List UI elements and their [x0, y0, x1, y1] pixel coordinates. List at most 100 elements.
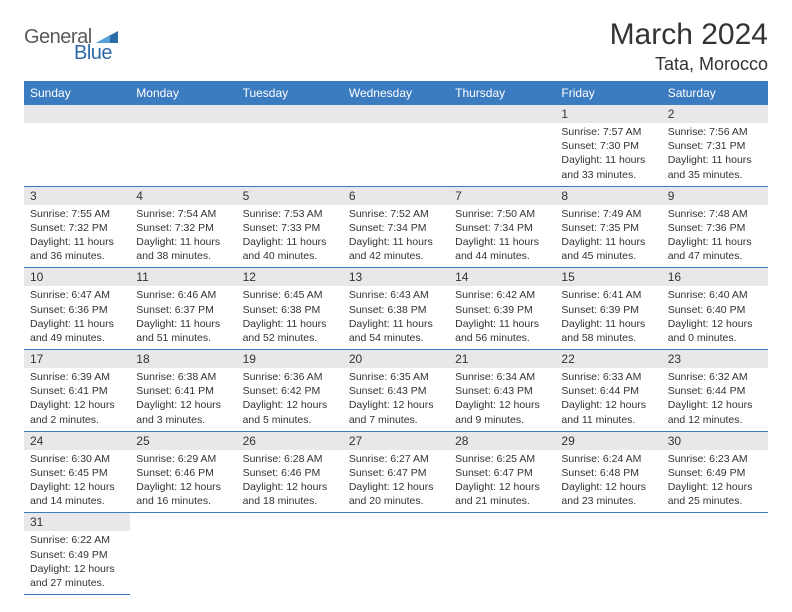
daylight-text: and 52 minutes. — [243, 331, 337, 345]
sunrise-text: Sunrise: 7:54 AM — [136, 207, 230, 221]
daylight-text: Daylight: 11 hours — [349, 235, 443, 249]
daylight-text: and 51 minutes. — [136, 331, 230, 345]
sunset-text: Sunset: 6:36 PM — [30, 303, 124, 317]
daylight-text: and 3 minutes. — [136, 413, 230, 427]
weekday-header: Wednesday — [343, 81, 449, 105]
calendar-cell: 9Sunrise: 7:48 AMSunset: 7:36 PMDaylight… — [662, 186, 768, 268]
day-number: 18 — [130, 350, 236, 368]
day-number: 7 — [449, 187, 555, 205]
day-number: 21 — [449, 350, 555, 368]
sunset-text: Sunset: 6:45 PM — [30, 466, 124, 480]
calendar-cell: 8Sunrise: 7:49 AMSunset: 7:35 PMDaylight… — [555, 186, 661, 268]
calendar-week-row: 24Sunrise: 6:30 AMSunset: 6:45 PMDayligh… — [24, 431, 768, 513]
sunset-text: Sunset: 6:41 PM — [30, 384, 124, 398]
calendar-cell: 21Sunrise: 6:34 AMSunset: 6:43 PMDayligh… — [449, 350, 555, 432]
day-number: 30 — [662, 432, 768, 450]
calendar-cell: 22Sunrise: 6:33 AMSunset: 6:44 PMDayligh… — [555, 350, 661, 432]
calendar-cell: 24Sunrise: 6:30 AMSunset: 6:45 PMDayligh… — [24, 431, 130, 513]
calendar-cell: 1Sunrise: 7:57 AMSunset: 7:30 PMDaylight… — [555, 105, 661, 186]
calendar-cell: 7Sunrise: 7:50 AMSunset: 7:34 PMDaylight… — [449, 186, 555, 268]
empty-day-data — [449, 123, 555, 186]
empty-day-data — [24, 123, 130, 186]
calendar-cell — [237, 513, 343, 595]
sunrise-text: Sunrise: 7:52 AM — [349, 207, 443, 221]
sunrise-text: Sunrise: 6:36 AM — [243, 370, 337, 384]
sunrise-text: Sunrise: 6:25 AM — [455, 452, 549, 466]
sunset-text: Sunset: 6:42 PM — [243, 384, 337, 398]
day-data: Sunrise: 6:45 AMSunset: 6:38 PMDaylight:… — [237, 286, 343, 349]
sunset-text: Sunset: 6:46 PM — [136, 466, 230, 480]
sunset-text: Sunset: 7:33 PM — [243, 221, 337, 235]
calendar-cell: 14Sunrise: 6:42 AMSunset: 6:39 PMDayligh… — [449, 268, 555, 350]
sunrise-text: Sunrise: 6:45 AM — [243, 288, 337, 302]
location: Tata, Morocco — [610, 54, 768, 75]
daylight-text: and 9 minutes. — [455, 413, 549, 427]
header: General Blue March 2024 Tata, Morocco — [24, 18, 768, 75]
daylight-text: and 14 minutes. — [30, 494, 124, 508]
daylight-text: Daylight: 11 hours — [243, 235, 337, 249]
daylight-text: and 11 minutes. — [561, 413, 655, 427]
day-number: 24 — [24, 432, 130, 450]
sunset-text: Sunset: 7:34 PM — [349, 221, 443, 235]
day-data: Sunrise: 6:34 AMSunset: 6:43 PMDaylight:… — [449, 368, 555, 431]
sunrise-text: Sunrise: 6:24 AM — [561, 452, 655, 466]
empty-day-data — [343, 123, 449, 186]
sunrise-text: Sunrise: 7:55 AM — [30, 207, 124, 221]
calendar-cell: 3Sunrise: 7:55 AMSunset: 7:32 PMDaylight… — [24, 186, 130, 268]
sunrise-text: Sunrise: 6:28 AM — [243, 452, 337, 466]
sunset-text: Sunset: 6:40 PM — [668, 303, 762, 317]
day-number: 8 — [555, 187, 661, 205]
sunrise-text: Sunrise: 6:46 AM — [136, 288, 230, 302]
day-number: 22 — [555, 350, 661, 368]
logo-text-blue: Blue — [74, 42, 112, 64]
daylight-text: and 25 minutes. — [668, 494, 762, 508]
day-number: 11 — [130, 268, 236, 286]
sunrise-text: Sunrise: 6:43 AM — [349, 288, 443, 302]
daylight-text: and 38 minutes. — [136, 249, 230, 263]
daylight-text: Daylight: 11 hours — [349, 317, 443, 331]
day-number: 2 — [662, 105, 768, 123]
weekday-header: Tuesday — [237, 81, 343, 105]
weekday-header-row: Sunday Monday Tuesday Wednesday Thursday… — [24, 81, 768, 105]
sunrise-text: Sunrise: 6:29 AM — [136, 452, 230, 466]
daylight-text: Daylight: 12 hours — [30, 480, 124, 494]
calendar-cell: 12Sunrise: 6:45 AMSunset: 6:38 PMDayligh… — [237, 268, 343, 350]
sunset-text: Sunset: 6:38 PM — [349, 303, 443, 317]
calendar-table: Sunday Monday Tuesday Wednesday Thursday… — [24, 81, 768, 595]
sunrise-text: Sunrise: 6:23 AM — [668, 452, 762, 466]
day-data: Sunrise: 6:40 AMSunset: 6:40 PMDaylight:… — [662, 286, 768, 349]
daylight-text: Daylight: 11 hours — [668, 235, 762, 249]
day-number: 31 — [24, 513, 130, 531]
sunrise-text: Sunrise: 6:42 AM — [455, 288, 549, 302]
sunset-text: Sunset: 7:35 PM — [561, 221, 655, 235]
daylight-text: Daylight: 11 hours — [561, 317, 655, 331]
day-number: 19 — [237, 350, 343, 368]
sunrise-text: Sunrise: 6:38 AM — [136, 370, 230, 384]
day-number: 10 — [24, 268, 130, 286]
daylight-text: and 20 minutes. — [349, 494, 443, 508]
calendar-cell — [449, 105, 555, 186]
daylight-text: Daylight: 11 hours — [455, 235, 549, 249]
calendar-cell: 15Sunrise: 6:41 AMSunset: 6:39 PMDayligh… — [555, 268, 661, 350]
day-data: Sunrise: 6:27 AMSunset: 6:47 PMDaylight:… — [343, 450, 449, 513]
sunrise-text: Sunrise: 6:41 AM — [561, 288, 655, 302]
daylight-text: Daylight: 12 hours — [243, 480, 337, 494]
calendar-cell: 31Sunrise: 6:22 AMSunset: 6:49 PMDayligh… — [24, 513, 130, 595]
day-number: 15 — [555, 268, 661, 286]
empty-day-number — [24, 105, 130, 123]
daylight-text: Daylight: 11 hours — [668, 153, 762, 167]
sunrise-text: Sunrise: 7:53 AM — [243, 207, 337, 221]
calendar-cell — [130, 513, 236, 595]
daylight-text: and 56 minutes. — [455, 331, 549, 345]
calendar-cell: 16Sunrise: 6:40 AMSunset: 6:40 PMDayligh… — [662, 268, 768, 350]
day-data: Sunrise: 6:32 AMSunset: 6:44 PMDaylight:… — [662, 368, 768, 431]
day-number: 9 — [662, 187, 768, 205]
daylight-text: Daylight: 12 hours — [668, 317, 762, 331]
month-title: March 2024 — [610, 18, 768, 52]
calendar-cell: 29Sunrise: 6:24 AMSunset: 6:48 PMDayligh… — [555, 431, 661, 513]
daylight-text: Daylight: 11 hours — [30, 235, 124, 249]
sunset-text: Sunset: 6:39 PM — [561, 303, 655, 317]
daylight-text: Daylight: 12 hours — [561, 398, 655, 412]
sunrise-text: Sunrise: 6:22 AM — [30, 533, 124, 547]
day-data: Sunrise: 6:41 AMSunset: 6:39 PMDaylight:… — [555, 286, 661, 349]
